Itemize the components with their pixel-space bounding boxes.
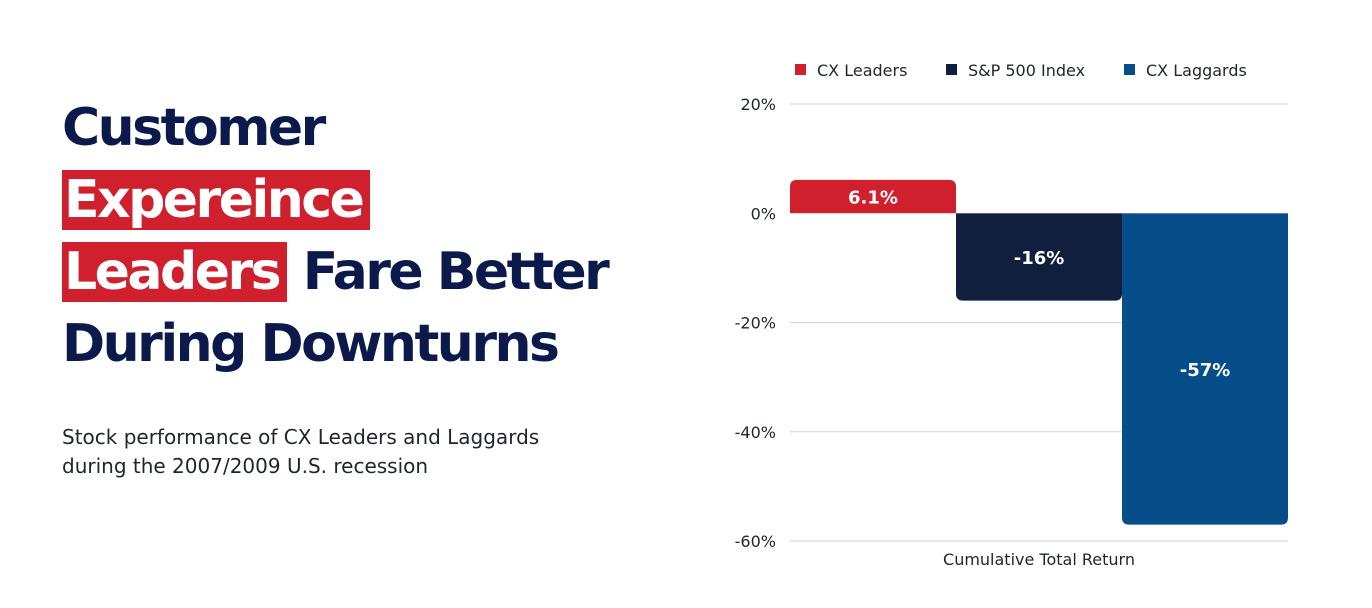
bar-s-p-500-index [956, 213, 1122, 301]
y-tick-label: -20% [735, 314, 776, 333]
subtitle-line-1: Stock performance of CX Leaders and Lagg… [62, 425, 540, 449]
headline-line-2: Expereince [62, 164, 607, 236]
subtitle: Stock performance of CX Leaders and Lagg… [62, 423, 622, 481]
y-tick-label: 0% [751, 204, 776, 223]
subtitle-line-2: during the 2007/2009 U.S. recession [62, 454, 429, 478]
y-tick-label: -60% [735, 532, 776, 551]
legend-swatch [1124, 64, 1135, 75]
bar-cx-leaders [790, 179, 956, 214]
headline-highlight-leaders: Leaders [62, 242, 288, 302]
headline-line-3-rest: Fare Better [302, 242, 610, 302]
legend-entry: CX Laggards [1146, 61, 1247, 80]
legend-swatch [946, 64, 957, 75]
legend-swatch [795, 64, 806, 75]
headline-line-1: Customer [62, 98, 326, 158]
headline-line-4: During Downturns [62, 314, 560, 374]
data-label: -57% [1180, 360, 1231, 381]
y-tick-label: 20% [740, 95, 776, 114]
data-label: 6.1% [848, 188, 898, 209]
headline-highlight-expereince: Expereince [62, 170, 371, 230]
legend-entry: CX Leaders [817, 61, 907, 80]
y-tick-label: -40% [735, 423, 776, 442]
legend-entry: S&P 500 Index [968, 61, 1085, 80]
headline: Customer Expereince Leaders Fare Better … [62, 92, 610, 380]
x-axis-label: Cumulative Total Return [943, 550, 1135, 569]
headline-line-3: Leaders Fare Better [62, 236, 610, 308]
bar-cx-laggards [1122, 213, 1288, 525]
data-label: -16% [1014, 248, 1065, 269]
